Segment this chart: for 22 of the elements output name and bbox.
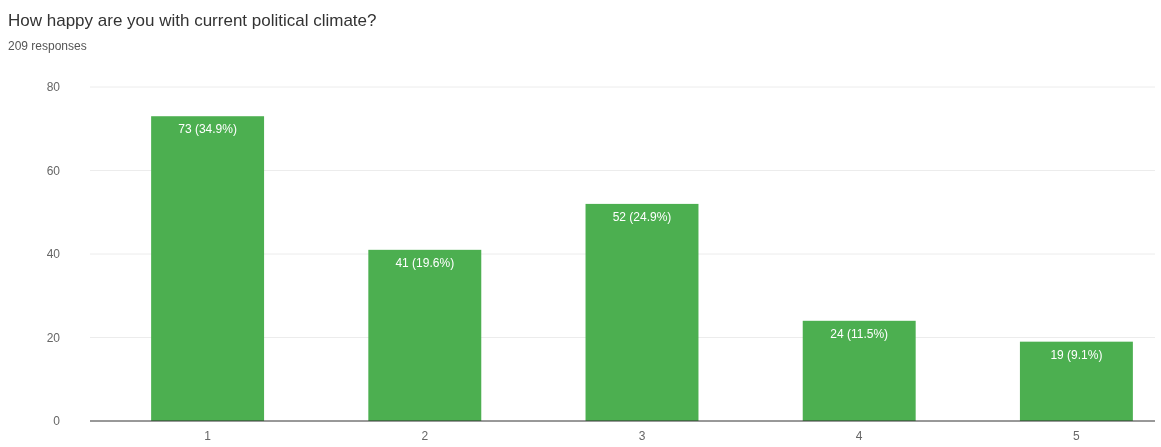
y-tick-label: 0 [53,414,61,428]
bar [1019,341,1133,421]
bar [802,320,916,421]
bar [585,203,699,421]
x-tick-label: 1 [204,429,212,443]
data-label: 52 (24.9%) [612,209,672,224]
y-tick-label: 60 [46,163,61,178]
chart-subtitle: 209 responses [8,39,87,53]
x-tick-label: 2 [421,429,429,443]
y-tick-label: 40 [46,247,61,261]
data-label: 41 (19.6%) [395,255,455,270]
x-tick-label: 5 [1073,429,1081,443]
y-tick-label: 20 [46,330,61,345]
y-tick-label: 80 [46,80,61,94]
data-label: 73 (34.9%) [178,122,237,137]
chart-title: How happy are you with current political climate? [8,11,377,30]
bar [368,249,482,421]
data-label: 19 (9.1%) [1050,347,1103,362]
bar [151,116,265,421]
x-tick-label: 4 [855,429,863,443]
x-tick-label: 3 [638,429,646,443]
data-label: 24 (11.5%) [830,326,889,341]
